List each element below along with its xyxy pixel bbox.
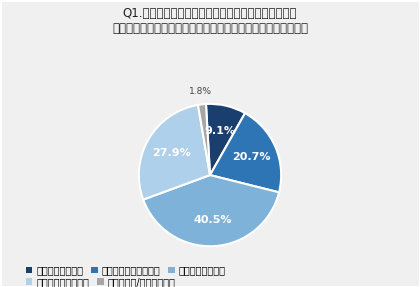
Text: Q1.あなたは現在、「既存顧客」との取引において、: Q1.あなたは現在、「既存顧客」との取引において、 [123,7,297,20]
Wedge shape [210,113,281,192]
Wedge shape [206,104,245,175]
Text: 1.8%: 1.8% [189,87,212,96]
Text: 27.9%: 27.9% [152,148,191,158]
Text: 9.1%: 9.1% [205,126,236,136]
Legend: 定期的に行っている, わからない/答えられない: 定期的に行っている, わからない/答えられない [22,273,179,287]
Wedge shape [198,104,210,175]
Wedge shape [143,175,279,246]
Legend: 一切行っていない, ほとんど行っていない, たまに行っている: 一切行っていない, ほとんど行っていない, たまに行っている [22,261,230,279]
Text: 40.5%: 40.5% [193,215,232,225]
Text: 20.7%: 20.7% [232,152,270,162]
Text: リスクヘッジのために与信管理や企業調査を行っていますか。: リスクヘッジのために与信管理や企業調査を行っていますか。 [112,22,308,34]
Wedge shape [139,105,210,199]
